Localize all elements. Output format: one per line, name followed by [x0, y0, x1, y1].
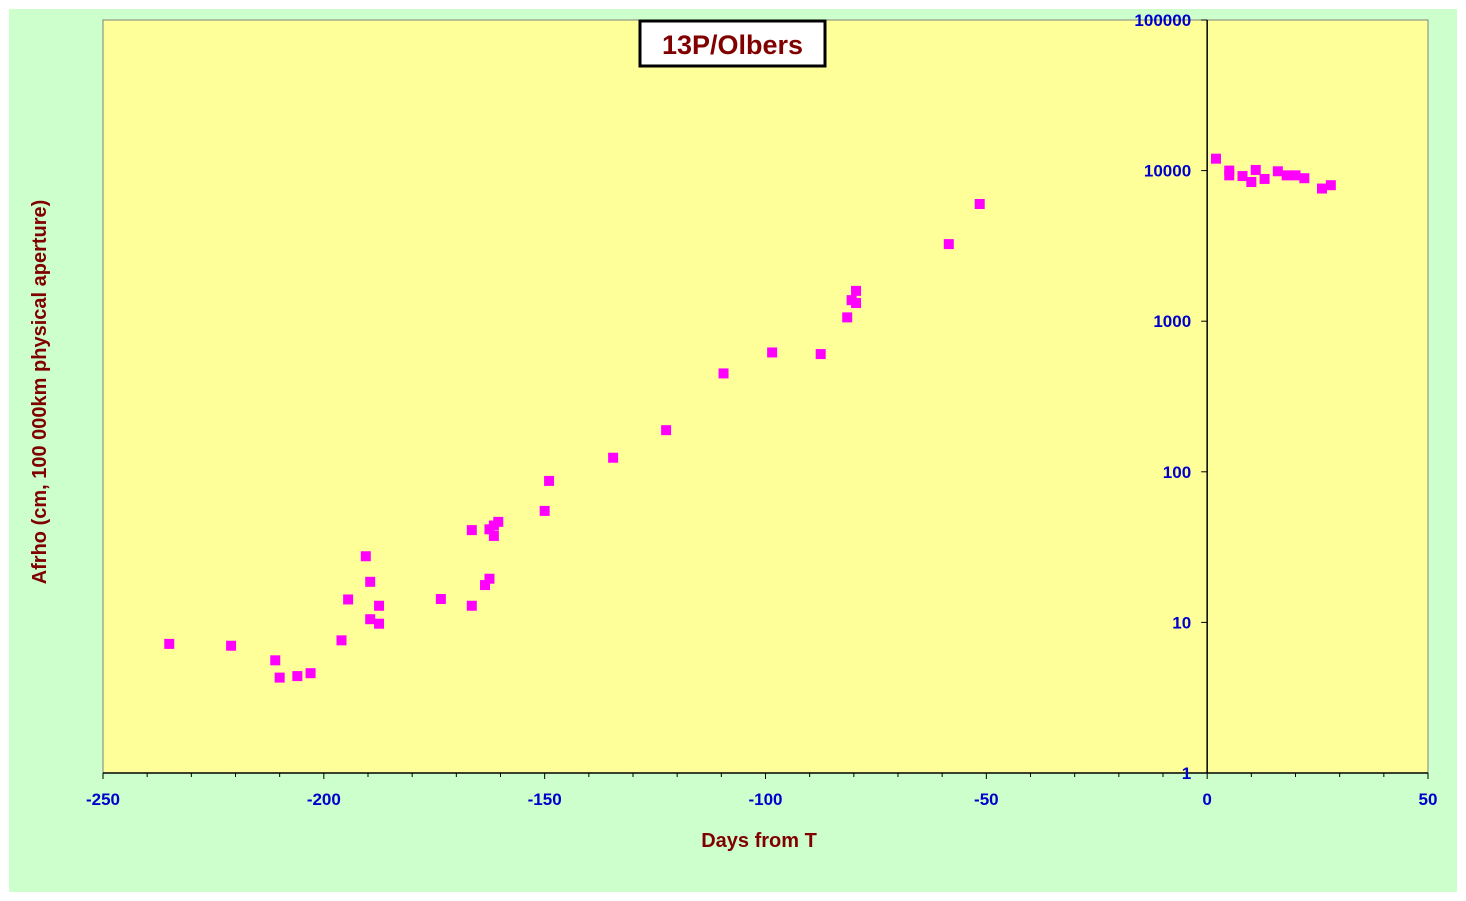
- data-point: [488, 530, 499, 541]
- data-point: [1281, 170, 1292, 181]
- data-point: [343, 594, 354, 605]
- chart-title-box: 13P/Olbers: [638, 19, 827, 68]
- data-point: [1211, 153, 1221, 164]
- data-point: [164, 638, 175, 649]
- chart-title: 13P/Olbers: [662, 30, 803, 60]
- x-tick-label: -150: [528, 790, 562, 809]
- y-tick-label: 1: [1182, 764, 1191, 783]
- data-point: [1272, 166, 1283, 177]
- x-tick-label: 0: [1202, 790, 1211, 809]
- data-point: [815, 349, 826, 360]
- data-point: [1250, 164, 1261, 175]
- y-tick-label: 1000: [1153, 312, 1191, 331]
- data-point: [539, 505, 550, 516]
- data-point: [374, 600, 385, 611]
- data-point: [365, 576, 376, 587]
- x-tick-label: -50: [974, 790, 999, 809]
- x-tick-label: 50: [1419, 790, 1438, 809]
- data-point: [292, 671, 303, 682]
- data-point: [493, 516, 504, 527]
- data-point: [1317, 183, 1327, 194]
- data-point: [718, 368, 729, 379]
- data-point: [360, 551, 371, 562]
- data-point: [226, 640, 237, 651]
- y-tick-label: 100: [1163, 463, 1191, 482]
- x-tick-label: -250: [86, 790, 120, 809]
- data-point: [484, 573, 495, 584]
- data-point: [943, 239, 954, 250]
- data-point: [466, 600, 477, 611]
- y-tick-label: 100000: [1134, 11, 1191, 30]
- data-point: [1290, 170, 1301, 181]
- data-point: [1237, 171, 1248, 182]
- data-point: [466, 525, 477, 536]
- data-point: [374, 618, 385, 629]
- data-point: [1259, 173, 1270, 184]
- y-axis-label: Afrho (cm, 100 000km physical aperture): [29, 200, 51, 585]
- data-point: [480, 580, 491, 591]
- data-point: [336, 635, 347, 646]
- x-axis: -250 -200 -150 -100 -50 0 50: [86, 772, 1438, 809]
- data-point: [1246, 177, 1257, 188]
- data-point: [305, 668, 316, 679]
- data-point: [544, 475, 555, 486]
- data-point: [270, 655, 281, 666]
- data-point: [1325, 180, 1336, 191]
- data-point: [974, 199, 985, 210]
- data-point: [1224, 170, 1235, 181]
- data-point: [365, 614, 376, 625]
- data-point: [661, 425, 672, 436]
- data-point: [851, 285, 862, 296]
- data-point: [1299, 173, 1310, 184]
- data-point: [842, 312, 853, 323]
- data-points: [164, 153, 1336, 683]
- x-tick-label: -100: [748, 790, 782, 809]
- data-point: [274, 672, 285, 683]
- y-tick-label: 10000: [1144, 162, 1191, 181]
- data-point: [767, 347, 778, 358]
- data-point: [851, 298, 862, 309]
- x-tick-label: -200: [307, 790, 341, 809]
- y-axis: 1 10 100 1000 10000 100000: [1134, 11, 1208, 783]
- plot-area: [102, 19, 1429, 774]
- data-point: [608, 452, 619, 463]
- data-point: [435, 594, 446, 605]
- x-axis-label: Days from T: [701, 830, 817, 852]
- y-tick-label: 10: [1172, 613, 1191, 632]
